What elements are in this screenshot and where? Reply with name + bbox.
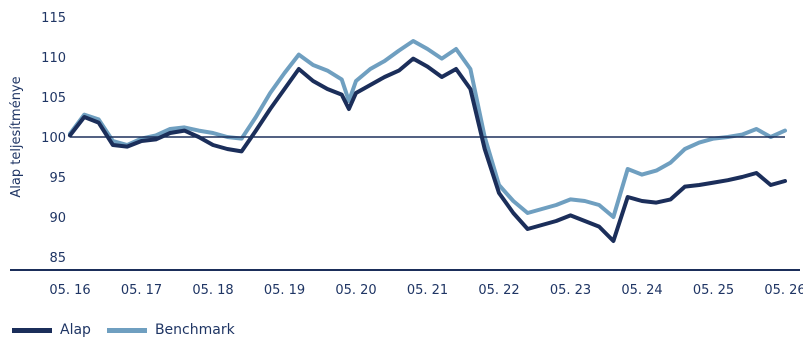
x-tick-label: 05. 17 [121,283,162,298]
x-tick-label: 05. 21 [407,283,448,298]
plot-area: 85 90 95 100 105 110 115 Alap teljesítménye 05. … [9,11,803,298]
x-tick-label: 05. 24 [621,283,662,298]
legend-swatch-alap [12,327,52,333]
legend-label-alap: Alap [60,322,91,338]
legend-swatch-benchmark [106,327,147,333]
series-line-alap [68,56,787,243]
series-line-benchmark [68,39,787,219]
legend: Alap Benchmark [12,322,251,338]
line-chart: 85 90 95 100 105 110 115 Alap teljesítménye 05. … [9,11,803,298]
x-tick-label: 05. 19 [264,283,305,298]
y-tick-label: 115 [41,11,66,26]
y-tick-label: 90 [49,211,66,226]
x-tick-label: 05. 16 [49,283,90,298]
x-tick-label: 05. 26 [764,283,803,298]
y-tick-label: 100 [41,131,66,146]
legend-item-alap: Alap [12,322,91,338]
y-tick-label: 110 [41,51,66,66]
legend-item-benchmark: Benchmark [106,322,235,338]
y-tick-label: 85 [49,251,66,266]
x-tick-label: 05. 18 [192,283,233,298]
legend-label-benchmark: Benchmark [154,322,235,338]
x-tick-label: 05. 25 [693,283,734,298]
y-axis-title: Alap teljesítménye [9,76,24,197]
x-tick-label: 05. 23 [550,283,591,298]
y-tick-label: 105 [41,91,66,106]
y-tick-label: 95 [49,171,66,186]
x-tick-label: 05. 20 [335,283,376,298]
x-tick-label: 05. 22 [478,283,519,298]
